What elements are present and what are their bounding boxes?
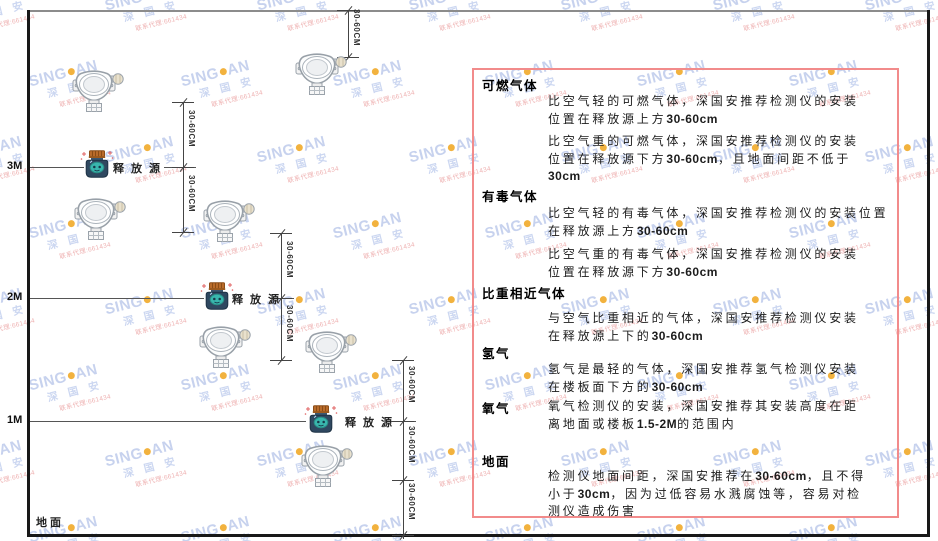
- section-paragraph: 检测仪地面间距，深国安推荐在30-60cm，且不得 小于30cm，因为过低容易水溅…: [548, 469, 866, 518]
- gas-detector-icon: [295, 53, 347, 95]
- section-heading: 氧气: [482, 402, 511, 416]
- gas-detector: [74, 198, 126, 245]
- dimension-label: 30-60CM: [407, 366, 416, 404]
- release-source-icon: [200, 282, 234, 310]
- right-wall-line: [927, 10, 930, 537]
- section-heading: 氢气: [482, 347, 511, 361]
- release-source: [80, 150, 114, 183]
- release-source-icon: [304, 405, 338, 433]
- floor-line: [27, 534, 930, 537]
- level-line: [30, 298, 204, 299]
- release-source: [200, 282, 234, 315]
- left-wall-line: [27, 10, 30, 537]
- gas-detector: [301, 445, 353, 492]
- section-paragraph: 比空气重的有毒气体，深国安推荐检测仪的安装 位置在释放源下方30-60cm: [548, 247, 859, 279]
- section-paragraph: 比空气轻的有毒气体，深国安推荐检测仪的安装位置 在释放源上方30-60cm: [548, 206, 889, 238]
- height-axis-label: 2M: [7, 291, 23, 303]
- gas-detector-icon: [301, 445, 353, 487]
- release-source-icon: [80, 150, 114, 178]
- section-heading: 有毒气体: [482, 190, 539, 204]
- gas-detector-icon: [305, 331, 357, 373]
- dimension-line: [348, 10, 349, 57]
- gas-detector-icon: [199, 326, 251, 368]
- dimension-label: 30-60CM: [285, 305, 294, 343]
- section-heading: 比重相近气体: [482, 287, 567, 301]
- gas-detector: [72, 70, 124, 117]
- ground-label: 地面: [36, 517, 64, 529]
- dimension-label: 30-60CM: [352, 9, 361, 47]
- dimension-label: 30-60CM: [285, 241, 294, 279]
- section-paragraph: 比空气轻的可燃气体，深国安推荐检测仪的安装 位置在释放源上方30-60cm: [548, 94, 859, 126]
- height-axis-label: 3M: [7, 160, 23, 172]
- guidelines-panel: 可燃气体 比空气轻的可燃气体，深国安推荐检测仪的安装 位置在释放源上方30-60cm…: [472, 68, 899, 518]
- dimension-line: [403, 360, 404, 539]
- release-source-label: 释放源: [345, 417, 399, 429]
- gas-detector: [295, 53, 347, 100]
- release-source-label: 释放源: [113, 163, 167, 175]
- dimension-label: 30-60CM: [407, 426, 416, 464]
- section-paragraph: 氢气是最轻的气体，深国安推荐氢气检测仪安装 在楼板面下方的30-60cm: [548, 362, 859, 394]
- dimension-label: 30-60CM: [187, 110, 196, 148]
- gas-detector: [199, 326, 251, 373]
- gas-detector-icon: [203, 200, 255, 242]
- gas-detector-icon: [74, 198, 126, 240]
- ceiling-line: [28, 10, 928, 12]
- height-axis-label: 1M: [7, 414, 23, 426]
- gas-detector: [203, 200, 255, 247]
- release-source: [304, 405, 338, 438]
- gas-detector: [305, 331, 357, 378]
- section-heading: 可燃气体: [482, 79, 539, 93]
- release-source-label: 释放源: [232, 294, 286, 306]
- level-line: [30, 167, 84, 168]
- dimension-label: 30-60CM: [407, 483, 416, 521]
- gas-detector-icon: [72, 70, 124, 112]
- section-paragraph: 比空气重的可燃气体，深国安推荐检测仪的安装 位置在释放源下方30-60cm，且地面…: [548, 134, 859, 183]
- section-paragraph: 与空气比重相近的气体，深国安推荐检测仪安装 在释放源上下的30-60cm: [548, 311, 859, 343]
- level-line: [30, 421, 306, 422]
- dimension-label: 30-60CM: [187, 175, 196, 213]
- section-paragraph: 氧气检测仪的安装，深国安推荐其安装高度在距 离地面或楼板1.5-2M的范围内: [548, 399, 859, 431]
- section-heading: 地面: [482, 455, 511, 469]
